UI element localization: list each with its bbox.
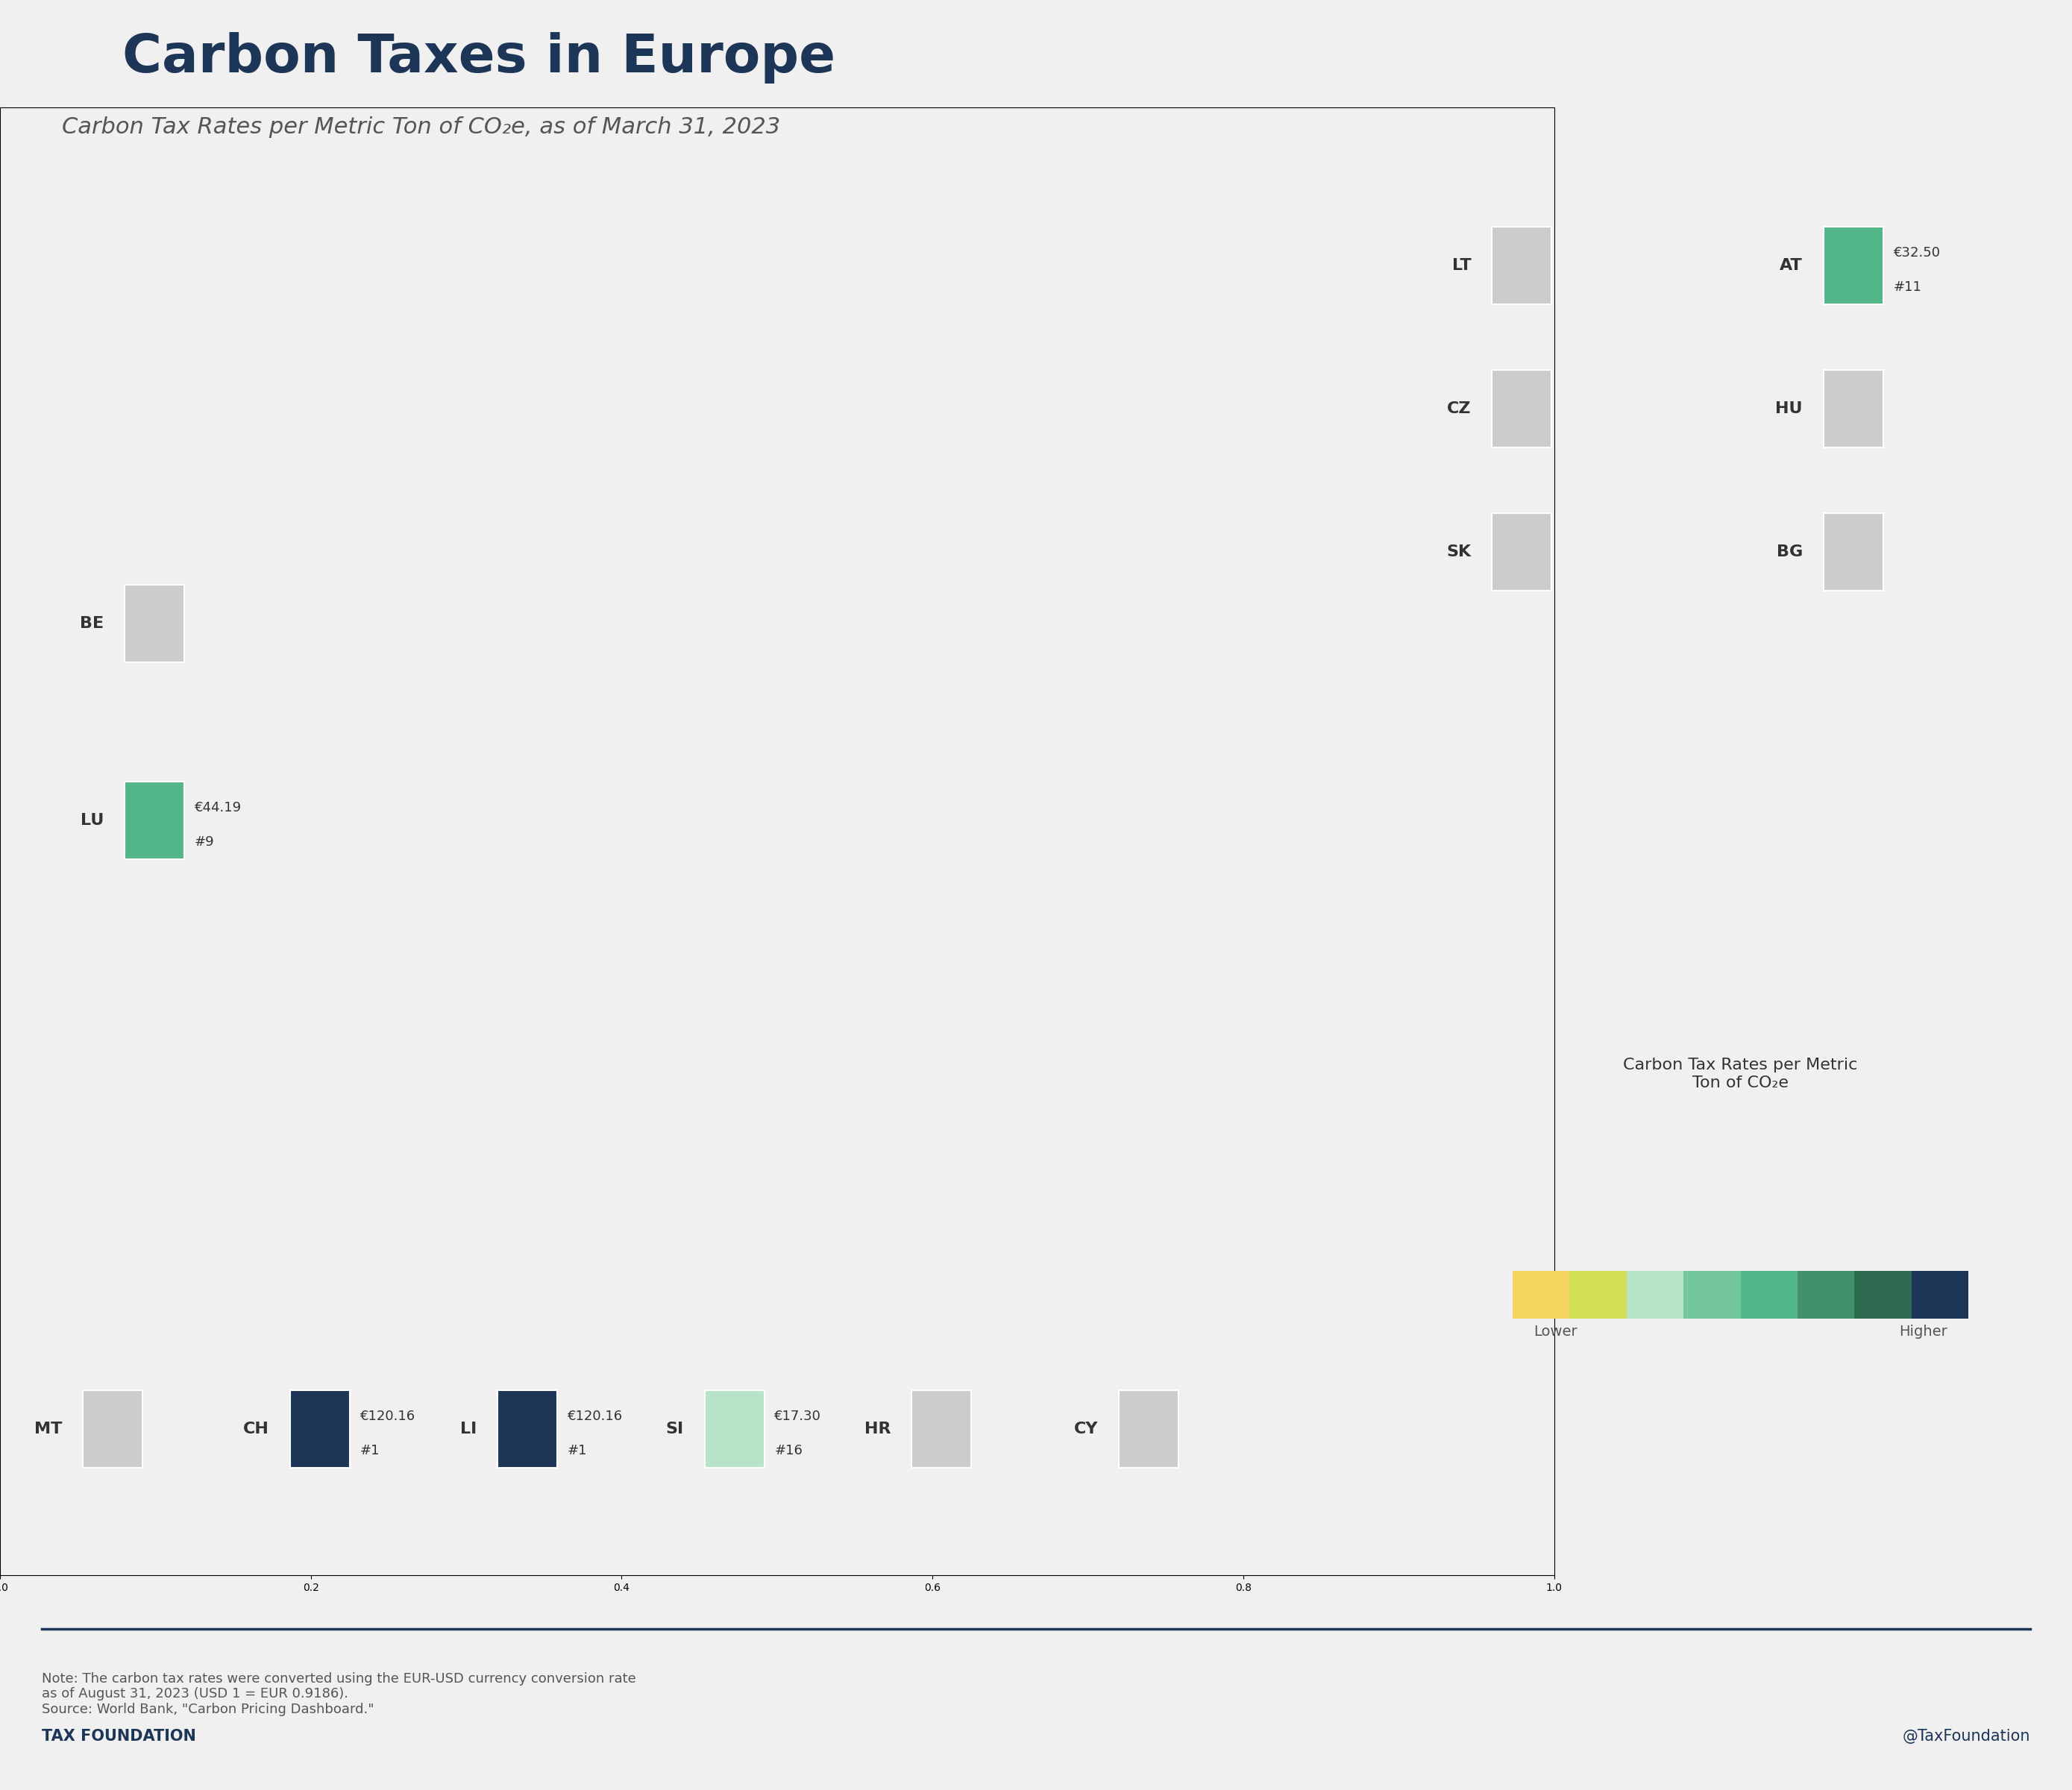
- Text: HU: HU: [1776, 401, 1803, 417]
- Text: BE: BE: [79, 616, 104, 632]
- Bar: [1571, 1271, 1627, 1319]
- Text: LU: LU: [81, 813, 104, 829]
- Text: #1: #1: [361, 1445, 379, 1457]
- Bar: [1513, 1271, 1571, 1319]
- Text: MT: MT: [35, 1421, 62, 1437]
- Text: Higher: Higher: [1900, 1325, 1948, 1339]
- Bar: [1740, 1271, 1796, 1319]
- Text: Note: The carbon tax rates were converted using the EUR-USD currency conversion : Note: The carbon tax rates were converte…: [41, 1672, 636, 1717]
- Text: LT: LT: [1452, 258, 1471, 274]
- Text: @TaxFoundation: @TaxFoundation: [1902, 1729, 2031, 1743]
- Text: CY: CY: [1073, 1421, 1098, 1437]
- Text: Carbon Tax Rates per Metric
Ton of CO₂e: Carbon Tax Rates per Metric Ton of CO₂e: [1622, 1058, 1859, 1090]
- Text: CH: CH: [242, 1421, 269, 1437]
- Bar: [1854, 1271, 1910, 1319]
- Bar: [1682, 1271, 1740, 1319]
- Bar: [1627, 1271, 1682, 1319]
- Text: €32.50: €32.50: [1894, 245, 1939, 260]
- Text: Lower: Lower: [1533, 1325, 1577, 1339]
- Bar: [1796, 1271, 1854, 1319]
- Text: €120.16: €120.16: [568, 1409, 622, 1423]
- Text: CZ: CZ: [1446, 401, 1471, 417]
- Text: HR: HR: [864, 1421, 891, 1437]
- Text: €17.30: €17.30: [775, 1409, 821, 1423]
- Text: Carbon Taxes in Europe: Carbon Taxes in Europe: [122, 32, 835, 84]
- Text: AT: AT: [1780, 258, 1803, 274]
- Text: #9: #9: [195, 836, 213, 848]
- Text: TAX FOUNDATION: TAX FOUNDATION: [41, 1729, 195, 1743]
- Text: BG: BG: [1776, 544, 1803, 560]
- Text: SI: SI: [665, 1421, 684, 1437]
- Text: #16: #16: [775, 1445, 802, 1457]
- Text: #11: #11: [1894, 281, 1921, 294]
- Text: #1: #1: [568, 1445, 586, 1457]
- Text: SK: SK: [1446, 544, 1471, 560]
- Text: €44.19: €44.19: [195, 800, 242, 814]
- Bar: [1910, 1271, 1968, 1319]
- Text: €120.16: €120.16: [361, 1409, 414, 1423]
- Text: LI: LI: [460, 1421, 477, 1437]
- Text: Carbon Tax Rates per Metric Ton of CO₂e, as of March 31, 2023: Carbon Tax Rates per Metric Ton of CO₂e,…: [62, 116, 781, 138]
